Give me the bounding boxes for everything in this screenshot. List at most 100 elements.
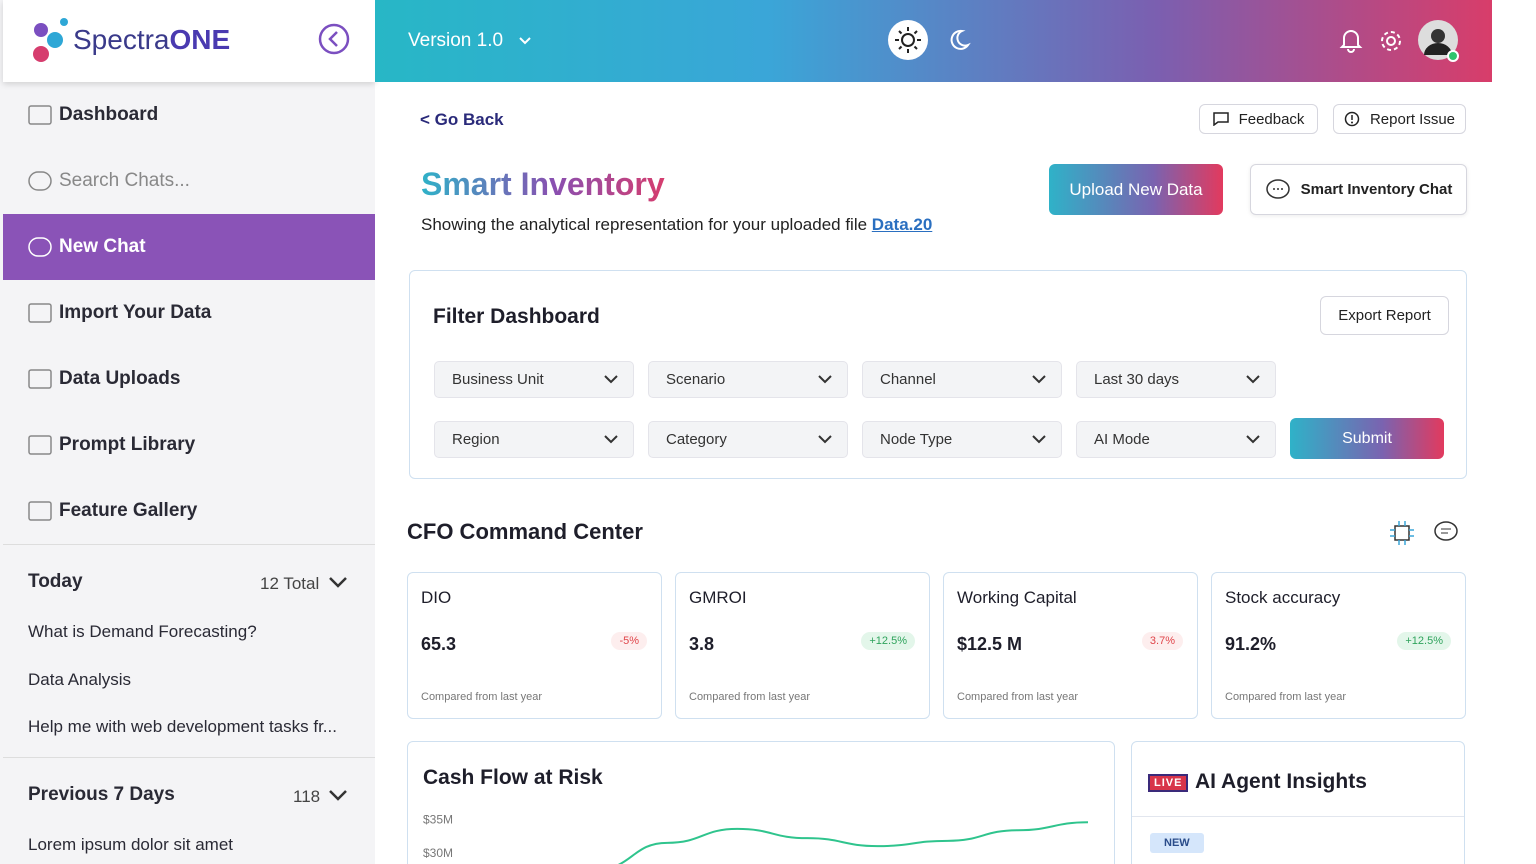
- kpi-change: -5%: [611, 632, 647, 650]
- page-title: Smart Inventory: [421, 166, 665, 202]
- dropdown[interactable]: Business Unit: [434, 361, 634, 398]
- history-count: 118: [293, 787, 321, 806]
- history-count: 12 Total: [260, 574, 320, 593]
- divider: [1132, 816, 1464, 817]
- avatar[interactable]: [1417, 19, 1461, 63]
- nav-item[interactable]: Search Chats...: [3, 148, 375, 214]
- dropdown[interactable]: Region: [434, 421, 634, 458]
- dropdown-label: Business Unit: [452, 371, 544, 388]
- kpi-title: GMROI: [689, 588, 747, 607]
- chart-title: Cash Flow at Risk: [423, 766, 603, 789]
- kpi-value: 65.3: [421, 634, 457, 654]
- nav-label: Feature Gallery: [59, 500, 198, 521]
- cfo-title: CFO Command Center: [407, 519, 643, 544]
- live-badge: LIVE: [1148, 774, 1189, 792]
- history-item[interactable]: What is Demand Forecasting?: [28, 622, 257, 641]
- history-item[interactable]: Help me with web development tasks fr...: [28, 717, 337, 736]
- ai-icon[interactable]: [1389, 520, 1415, 546]
- kpi-card: Working Capital $12.5 M 3.7% Compared from …: [943, 572, 1198, 719]
- dropdown-label: Scenario: [666, 371, 726, 388]
- kpi-note: Compared from last year: [421, 691, 543, 703]
- kpi-note: Compared from last year: [957, 691, 1079, 703]
- history-heading: Today: [28, 571, 83, 592]
- nav-label: Prompt Library: [59, 434, 196, 455]
- kpi-change: +12.5%: [861, 632, 915, 650]
- divider: [3, 544, 375, 545]
- dropdown[interactable]: Channel: [862, 361, 1062, 398]
- export-button[interactable]: Export Report: [1320, 296, 1449, 335]
- kpi-card: DIO 65.3 -5% Compared from last year: [407, 572, 662, 719]
- dropdown-label: Node Type: [880, 431, 953, 448]
- nav-label: Data Uploads: [59, 368, 181, 389]
- submit-button[interactable]: Submit: [1290, 418, 1444, 459]
- cashflow-card: Cash Flow at Risk: [407, 741, 1115, 864]
- filter-card: Filter Dashboard Export Report Submit Bu…: [409, 270, 1467, 479]
- notifications[interactable]: [1339, 27, 1363, 53]
- kpi-value: $12.5 M: [957, 634, 1023, 654]
- dropdown-label: Region: [452, 431, 500, 448]
- logo-bar: SpectraONE: [3, 0, 375, 82]
- new-badge: NEW: [1150, 833, 1204, 853]
- nav-item[interactable]: Feature Gallery: [3, 478, 375, 544]
- subtitle: Showing the analytical representation fo…: [421, 215, 933, 234]
- kpi-value: 3.8: [689, 634, 715, 654]
- header: Version 1.0: [375, 0, 1492, 82]
- dropdown[interactable]: Category: [648, 421, 848, 458]
- nav-item[interactable]: Dashboard: [3, 82, 375, 148]
- kpi-title: Stock accuracy: [1225, 588, 1341, 607]
- insights-title: AI Agent Insights: [1195, 770, 1367, 793]
- divider: [3, 757, 375, 758]
- report-issue-button[interactable]: Report Issue: [1333, 104, 1466, 134]
- nav-label: Search Chats...: [59, 170, 190, 191]
- dropdown[interactable]: Last 30 days: [1076, 361, 1276, 398]
- feedback-button[interactable]: Feedback: [1199, 104, 1318, 134]
- y-tick-label: $35M: [423, 813, 453, 827]
- y-tick-label: $30M: [423, 846, 453, 860]
- expand[interactable]: [328, 576, 348, 595]
- kpi-card: GMROI 3.8 +12.5% Compared from last year: [675, 572, 930, 719]
- cashflow-line: [617, 821, 1089, 864]
- insights-card: LIVE AI Agent Insights NEW: [1131, 741, 1465, 864]
- kpi-note: Compared from last year: [1225, 691, 1347, 703]
- filter-title: Filter Dashboard: [433, 305, 600, 328]
- kpi-title: Working Capital: [957, 588, 1077, 607]
- nav-item[interactable]: New Chat: [3, 214, 375, 280]
- chat-button[interactable]: Smart Inventory Chat: [1250, 164, 1467, 215]
- dropdown[interactable]: Node Type: [862, 421, 1062, 458]
- settings[interactable]: [1379, 29, 1403, 53]
- sidebar: [0, 0, 375, 864]
- go-back[interactable]: < Go Back: [420, 110, 504, 129]
- kpi-card: Stock accuracy 91.2% +12.5% Compared from l…: [1211, 572, 1466, 719]
- nav-label: Import Your Data: [59, 302, 212, 323]
- kpi-title: DIO: [421, 588, 452, 607]
- cashflow-chart: $35M $30M: [423, 813, 1089, 864]
- dropdown[interactable]: Scenario: [648, 361, 848, 398]
- history-heading: Previous 7 Days: [28, 784, 175, 805]
- collapse-button[interactable]: [317, 22, 351, 56]
- dropdown[interactable]: AI Mode: [1076, 421, 1276, 458]
- nav-item[interactable]: Data Uploads: [3, 346, 375, 412]
- dropdown-label: Channel: [880, 371, 936, 388]
- version-select[interactable]: Version 1.0: [408, 30, 532, 52]
- nav-item[interactable]: Import Your Data: [3, 280, 375, 346]
- brand: SpectraONE: [73, 24, 231, 55]
- dropdown-label: AI Mode: [1094, 431, 1150, 448]
- nav-item[interactable]: Prompt Library: [3, 412, 375, 478]
- upload-button[interactable]: Upload New Data: [1049, 164, 1223, 215]
- kpi-change: +12.5%: [1397, 632, 1451, 650]
- dark-mode[interactable]: [947, 28, 971, 52]
- chat-icon[interactable]: [1433, 520, 1459, 544]
- dropdown-label: Last 30 days: [1094, 371, 1180, 388]
- history-item[interactable]: Data Analysis: [28, 669, 131, 689]
- expand[interactable]: [328, 789, 348, 808]
- nav-label: New Chat: [59, 236, 146, 257]
- history-item[interactable]: Lorem ipsum dolor sit amet: [28, 835, 234, 854]
- file-link[interactable]: Data.20: [871, 215, 933, 234]
- logo-icon: [33, 18, 68, 62]
- dropdown-label: Category: [666, 431, 727, 448]
- light-mode[interactable]: [887, 19, 929, 61]
- kpi-change: 3.7%: [1141, 632, 1183, 650]
- kpi-note: Compared from last year: [689, 691, 811, 703]
- kpi-value: 91.2%: [1225, 634, 1277, 654]
